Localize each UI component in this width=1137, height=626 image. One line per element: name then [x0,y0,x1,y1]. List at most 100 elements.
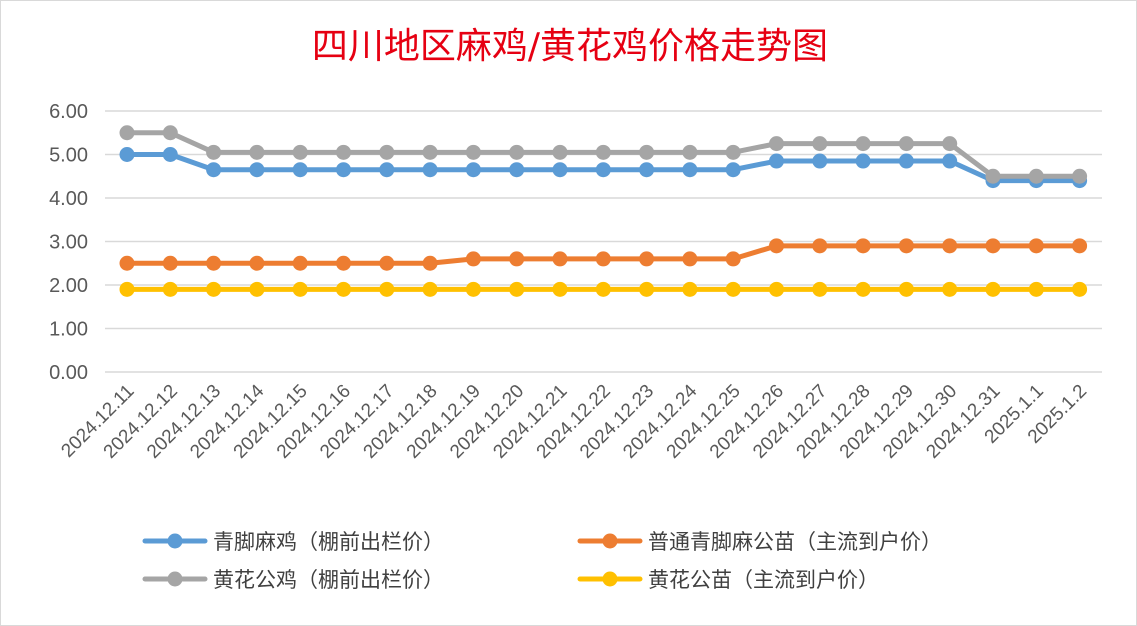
data-point [985,168,1001,184]
data-point [162,281,178,297]
data-point [509,144,525,160]
legend-swatch-marker [167,571,183,587]
data-point [898,136,914,152]
data-point [162,147,178,162]
data-point [1072,168,1088,184]
data-point [336,255,351,271]
data-point [855,136,871,152]
data-point [552,251,568,267]
legend-label: 黄花公鸡（棚前出栏价） [213,568,444,592]
data-point [509,281,525,297]
data-point [162,125,178,141]
data-point [552,281,568,297]
data-point [725,162,741,178]
data-point [206,144,222,160]
data-point [509,251,525,267]
data-point [379,162,395,178]
data-point [249,255,265,271]
data-point [292,144,308,160]
legend-swatch-marker [602,571,618,587]
data-point [985,238,1001,254]
series-group [119,125,1088,297]
legend-label: 黄花公苗（主流到户价） [648,568,879,592]
data-point [812,281,828,297]
data-point [162,255,178,271]
y-tick-label: 2.00 [49,275,88,297]
data-point [292,281,308,297]
data-point [465,162,481,178]
data-point [769,136,784,152]
data-point [639,162,655,178]
data-point [898,238,914,254]
data-point [336,281,351,297]
data-point [985,281,1001,297]
data-point [769,281,784,297]
data-point [682,162,698,178]
legend-item: 黄花公苗（主流到户价） [577,568,879,592]
data-point [639,144,655,160]
data-point [422,144,438,160]
legend: 青脚麻鸡（棚前出栏价） 普通青脚麻公苗（主流到户价） 黄花公鸡（棚前出栏价） 黄花公苗… [142,530,942,592]
series-1 [119,238,1088,271]
data-point [769,153,784,169]
y-tick-label: 6.00 [49,101,88,123]
data-point [595,162,611,178]
data-point [855,238,871,254]
data-point [898,153,914,169]
data-point [465,144,481,160]
data-point [206,255,222,271]
data-point [465,281,481,297]
series-2 [119,125,1088,184]
data-point [812,136,828,152]
legend-item: 青脚麻鸡（棚前出栏价） [142,530,444,554]
data-point [1028,168,1044,184]
legend-label: 普通青脚麻公苗（主流到户价） [648,530,942,554]
data-point [812,238,828,254]
data-point [812,153,828,169]
y-tick-label: 1.00 [49,319,88,341]
data-point [725,251,741,267]
data-point [509,162,525,178]
data-point [639,251,655,267]
data-point [595,144,611,160]
data-point [1072,238,1088,254]
data-point [422,281,438,297]
data-point [552,162,568,178]
data-point [898,281,914,297]
y-tick-label: 5.00 [49,145,88,167]
data-point [336,144,351,160]
chart-title: 四川地区麻鸡/黄花鸡价格走势图 [312,26,828,67]
series-3 [119,281,1088,297]
data-point [942,238,958,254]
data-point [855,153,871,169]
data-point [249,281,265,297]
data-point [206,162,222,178]
data-point [1028,281,1044,297]
data-point [552,144,568,160]
legend-item: 普通青脚麻公苗（主流到户价） [577,530,942,554]
data-point [379,281,395,297]
data-point [769,238,784,254]
data-point [942,136,958,152]
data-point [682,144,698,160]
legend-swatch-marker [602,533,618,549]
data-point [119,281,135,297]
data-point [292,255,308,271]
y-tick-label: 0.00 [49,362,88,384]
legend-item: 黄花公鸡（棚前出栏价） [142,568,444,592]
data-point [422,255,438,271]
data-point [206,281,222,297]
data-point [725,144,741,160]
data-point [379,255,395,271]
data-point [595,281,611,297]
data-point [595,251,611,267]
data-point [336,162,351,178]
data-point [422,162,438,178]
data-point [119,255,135,271]
data-point [725,281,741,297]
legend-swatch-marker [167,533,183,549]
y-tick-label: 4.00 [49,188,88,210]
